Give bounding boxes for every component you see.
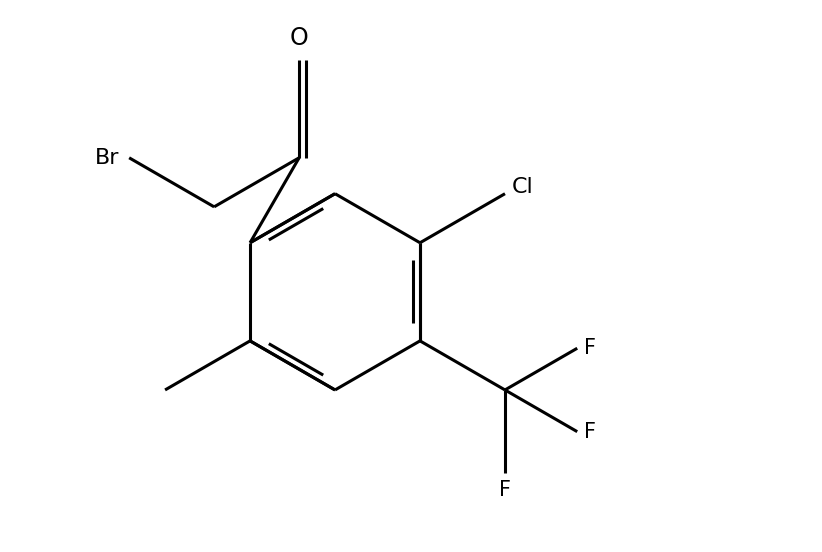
Text: Br: Br: [95, 148, 120, 168]
Text: O: O: [289, 26, 308, 50]
Text: Cl: Cl: [511, 177, 533, 198]
Text: F: F: [584, 338, 596, 358]
Text: F: F: [584, 422, 596, 442]
Text: F: F: [499, 480, 511, 500]
